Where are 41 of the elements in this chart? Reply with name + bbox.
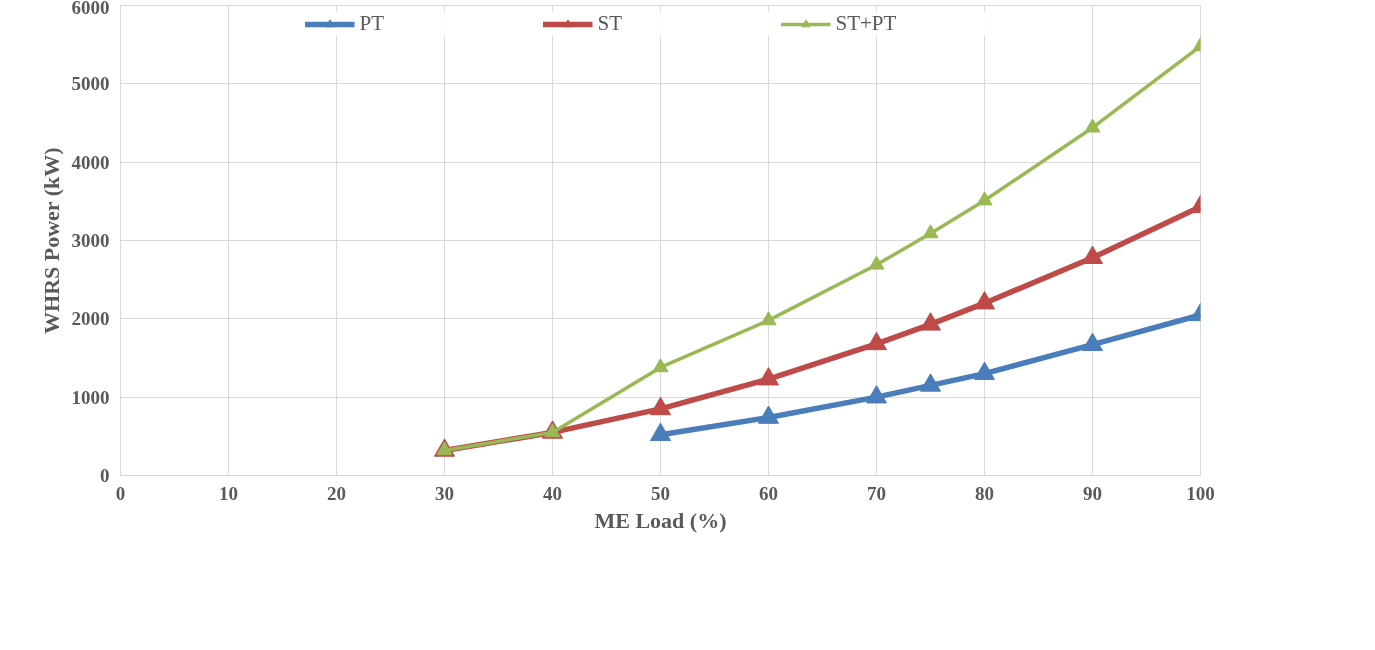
y-tick-label: 6000 xyxy=(71,0,110,18)
x-tick-label: 10 xyxy=(219,482,238,504)
point xyxy=(868,255,885,270)
y-tick-label: 3000 xyxy=(71,230,110,251)
point xyxy=(974,361,995,380)
legend-label: ST+PT xyxy=(835,11,898,36)
x-axis-title: ME Load (%) xyxy=(594,507,727,533)
x-tick-label: 80 xyxy=(975,482,994,504)
y-tick-label: 2000 xyxy=(71,308,110,330)
point xyxy=(974,291,995,310)
x-tick-label: 100 xyxy=(1186,482,1215,504)
y-tick-label: 0 xyxy=(100,465,110,486)
point xyxy=(866,331,887,351)
point xyxy=(1084,118,1101,133)
y-tick-label: 4000 xyxy=(71,151,110,173)
legend-label: ST xyxy=(597,11,623,36)
point xyxy=(1082,245,1103,265)
y-tick-label: 5000 xyxy=(71,73,110,95)
point xyxy=(922,224,939,239)
x-tick-label: 20 xyxy=(327,482,346,504)
legend-label: PT xyxy=(359,11,385,36)
x-tick-label: 70 xyxy=(867,482,886,504)
point xyxy=(758,367,779,386)
x-tick-label: 60 xyxy=(759,482,778,504)
y-axis-title: WHRS Power (kW) xyxy=(38,147,64,334)
x-tick-label: 40 xyxy=(543,482,562,504)
point xyxy=(920,373,941,392)
point xyxy=(760,311,777,326)
x-tick-label: 50 xyxy=(651,482,670,504)
point xyxy=(866,385,887,404)
x-tick-label: 90 xyxy=(1083,482,1102,504)
y-tick-label: 1000 xyxy=(71,386,110,408)
x-tick-label: 0 xyxy=(115,482,126,504)
point xyxy=(920,312,941,331)
point xyxy=(650,422,671,442)
point xyxy=(1082,332,1103,351)
point xyxy=(758,405,779,424)
point xyxy=(976,191,993,206)
point xyxy=(652,358,669,373)
x-tick-label: 30 xyxy=(435,482,454,504)
point xyxy=(650,396,671,416)
